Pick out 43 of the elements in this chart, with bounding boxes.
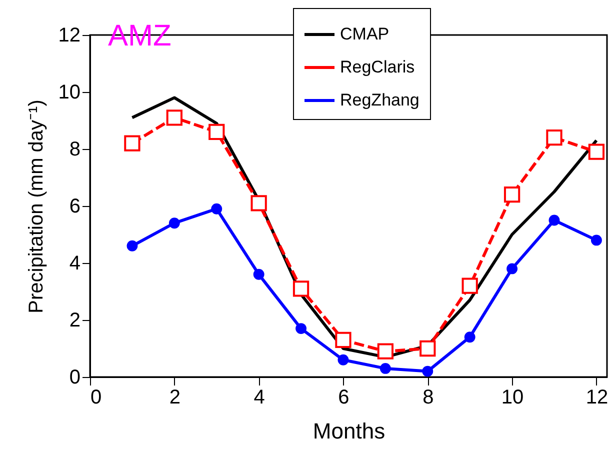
point	[335, 332, 352, 348]
legend-label: CMAP	[340, 24, 390, 44]
y-tick-label: 0	[69, 366, 80, 388]
point	[250, 195, 267, 212]
y-axis-title: Precipitation (mm day⁻¹)	[25, 100, 48, 314]
x-tick-label: 10	[501, 386, 524, 408]
point	[338, 354, 349, 366]
legend-label: RegClaris	[340, 58, 415, 76]
point	[292, 280, 310, 297]
point	[124, 135, 140, 152]
y-tick-label: 6	[69, 196, 80, 218]
y-tick-label: 10	[58, 82, 80, 104]
point	[296, 323, 306, 334]
y-tick-label: 12	[58, 24, 80, 46]
point	[590, 234, 602, 246]
x-tick-label: 4	[254, 386, 265, 408]
y-tick-label: 2	[69, 310, 80, 332]
x-tick-label: 8	[422, 386, 434, 408]
point	[211, 203, 222, 214]
x-tick-label: 2	[169, 386, 180, 408]
legend-label: RegZhang	[340, 90, 420, 110]
point	[168, 218, 180, 229]
point	[420, 340, 436, 357]
point	[126, 240, 138, 252]
point	[464, 332, 476, 343]
point	[588, 144, 605, 160]
point	[422, 366, 434, 377]
point	[208, 124, 225, 140]
point	[546, 130, 562, 146]
point	[166, 110, 182, 126]
point	[506, 263, 518, 274]
point	[462, 278, 478, 294]
point	[380, 362, 391, 374]
point	[253, 268, 264, 280]
x-tick-label: 6	[338, 386, 350, 408]
y-tick-label: 8	[69, 138, 80, 160]
point	[548, 214, 560, 226]
x-tick-label: 0	[90, 386, 102, 408]
point	[377, 343, 394, 360]
point	[504, 186, 520, 203]
x-axis-title: Months	[312, 418, 386, 444]
x-tick-label: 12	[586, 386, 608, 408]
y-tick-label: 4	[69, 252, 80, 274]
